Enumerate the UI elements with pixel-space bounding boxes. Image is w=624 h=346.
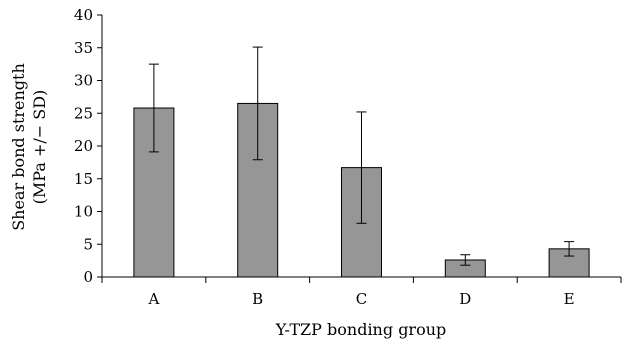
x-tick-label: E xyxy=(564,290,575,308)
x-axis-ticks: A B C D E xyxy=(101,277,622,308)
y-tick-label: 40 xyxy=(74,6,93,24)
x-axis-title: Y-TZP bonding group xyxy=(275,320,447,339)
y-tick-label: 10 xyxy=(74,203,93,221)
error-bars xyxy=(148,46,575,266)
y-tick-label: 20 xyxy=(74,137,93,155)
x-tick-label: A xyxy=(147,290,159,308)
y-tick-label: 5 xyxy=(83,235,93,253)
x-tick-label: B xyxy=(252,290,263,308)
y-axis-title: Shear bond strength (MPa +/− SD) xyxy=(9,63,49,231)
x-tick-label: C xyxy=(356,290,367,308)
axes xyxy=(101,15,621,278)
y-tick-label: 25 xyxy=(74,104,93,122)
y-tick-label: 15 xyxy=(74,170,93,188)
x-tick-label: D xyxy=(459,290,471,308)
y-tick-label: 30 xyxy=(74,72,93,90)
y-axis-title-line-2: (MPa +/− SD) xyxy=(30,90,49,205)
y-axis-title-line-1: Shear bond strength xyxy=(9,63,28,231)
y-tick-label: 0 xyxy=(83,268,93,286)
y-tick-label: 35 xyxy=(74,39,93,57)
y-axis-ticks: 0 5 10 15 20 25 30 35 40 xyxy=(74,6,102,286)
